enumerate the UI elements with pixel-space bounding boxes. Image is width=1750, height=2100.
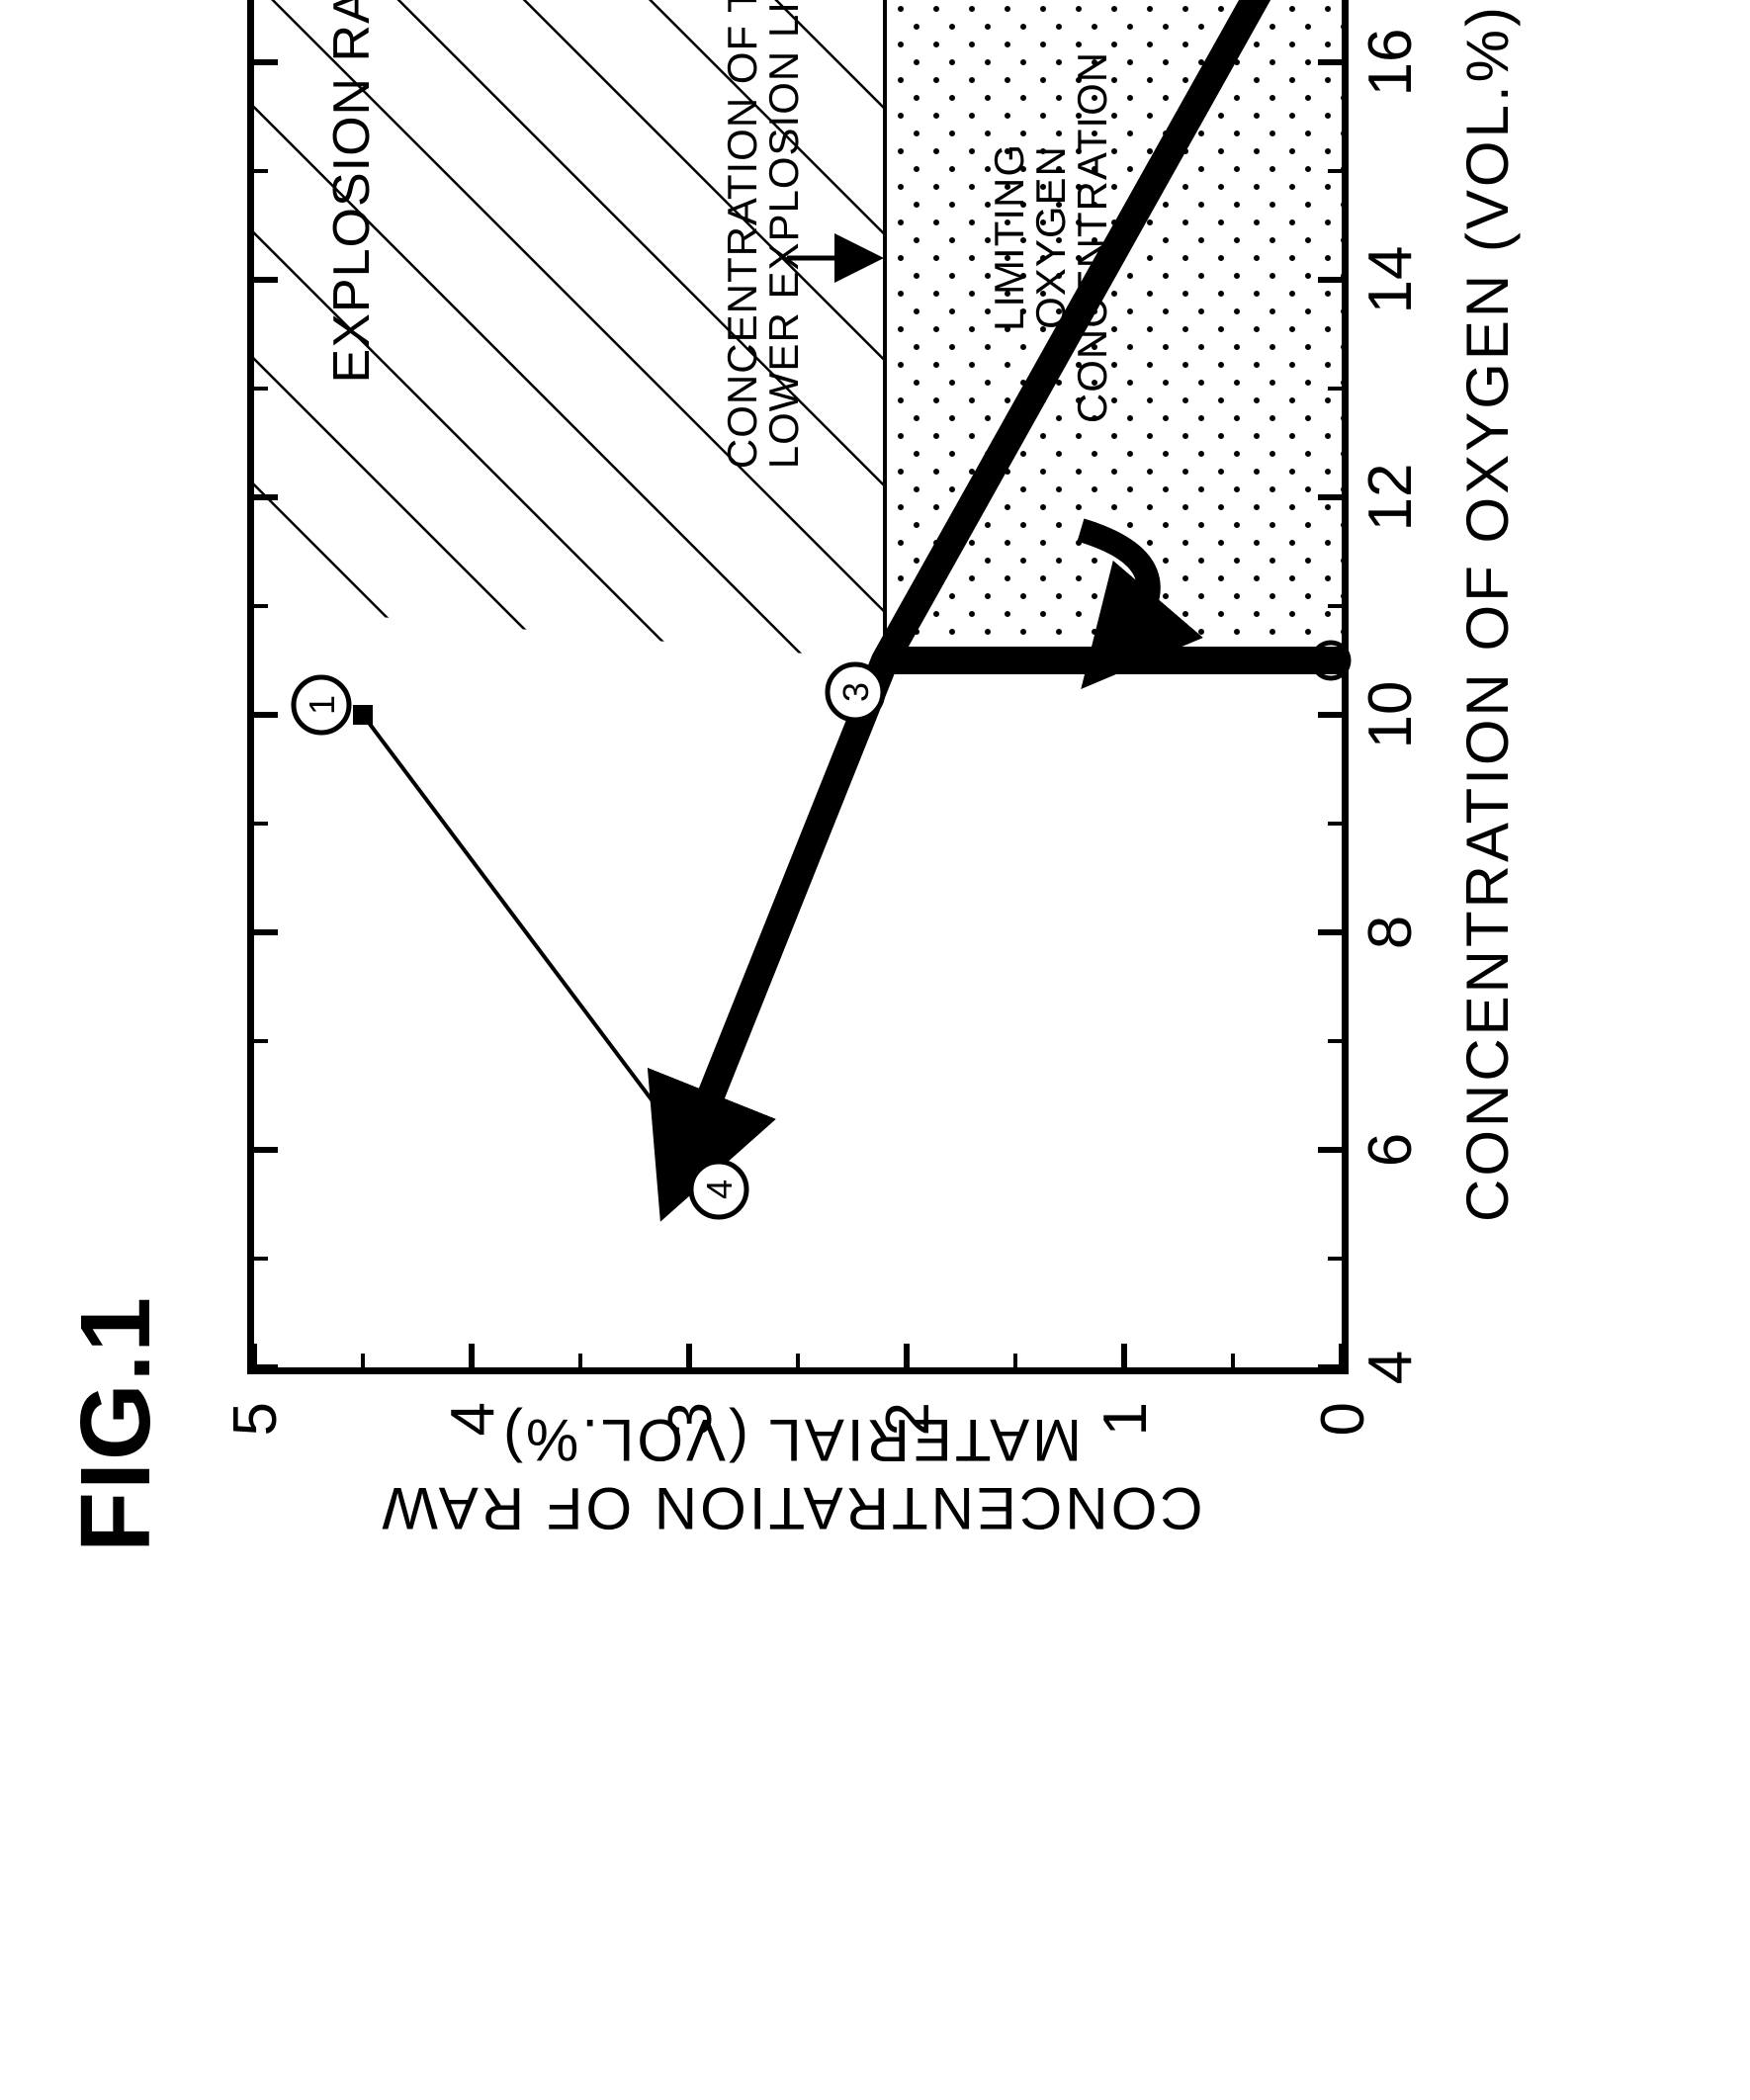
- circled-marker-4: 4: [691, 1162, 746, 1217]
- limiting-oxygen-label: LIMITING OXYGEN CONCENTRATION: [989, 20, 1113, 455]
- lower-explosion-limit-label: CONCENTRATION OF THE LOWER EXPLOSION LIM…: [722, 0, 805, 534]
- path-1-to-4-line: [363, 715, 689, 1150]
- x-axis-label: CONCENTRATION OF OXYGEN (VOL.%): [1453, 0, 1522, 1374]
- x-tick-label: 16: [1356, 29, 1425, 97]
- explosion-range-label: EXPLOSION RANGE: [326, 0, 378, 386]
- x-tick-label: 8: [1356, 916, 1425, 949]
- circled-marker-3: 3: [828, 664, 883, 720]
- y-axis-label: CONCENTRATION OF RAW MATERIAL (VOL.%): [247, 1406, 1335, 1542]
- svg-text:3: 3: [835, 682, 876, 702]
- x-tick-label: 12: [1356, 464, 1425, 532]
- circled-marker-1: 1: [294, 677, 349, 733]
- svg-text:1: 1: [302, 695, 342, 715]
- x-tick-label: 14: [1356, 246, 1425, 314]
- marker-1-point: [353, 705, 373, 725]
- figure-title: FIG.1: [59, 1295, 173, 1552]
- x-tick-label: 4: [1356, 1351, 1425, 1384]
- svg-text:4: 4: [699, 1180, 740, 1199]
- x-tick-label: 6: [1356, 1133, 1425, 1167]
- x-tick-label: 10: [1356, 681, 1425, 749]
